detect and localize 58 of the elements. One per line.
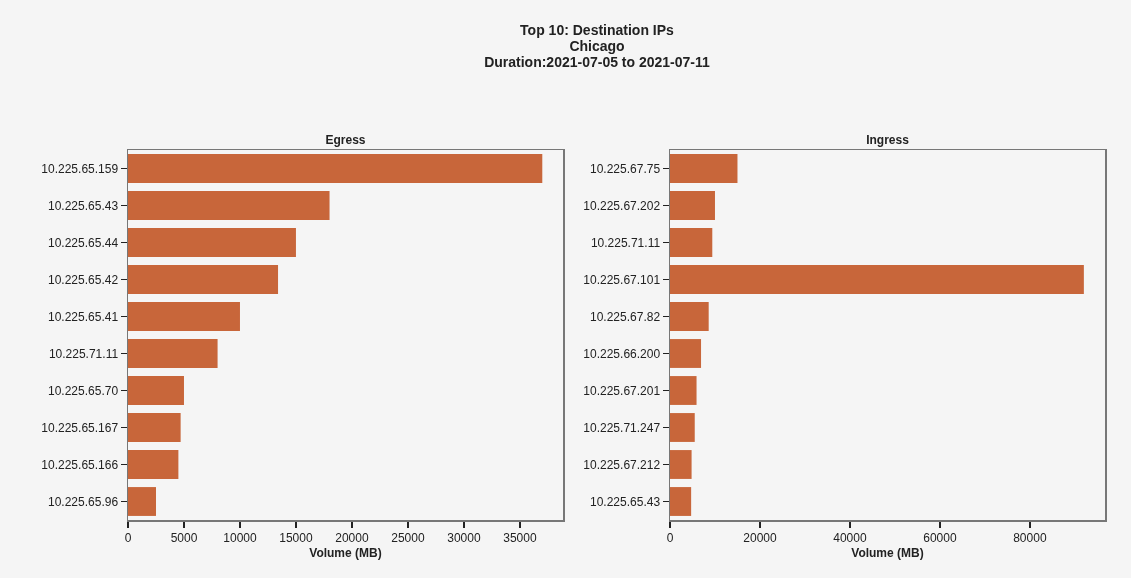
bar [670, 228, 713, 257]
y-tick-label: 10.225.67.101 [583, 272, 661, 287]
y-tick-label: 10.225.67.75 [590, 161, 661, 176]
bar [670, 154, 738, 183]
bar [670, 265, 1084, 294]
bar [128, 413, 181, 442]
x-tick-label: 35000 [503, 530, 537, 545]
y-tick-label: 10.225.65.159 [41, 161, 119, 176]
y-tick-label: 10.225.65.44 [48, 235, 119, 250]
chart-title: Ingress [866, 133, 910, 147]
bar [128, 191, 330, 220]
y-tick-label: 10.225.71.11 [48, 346, 119, 361]
x-tick-label: 60000 [923, 530, 957, 545]
bar [128, 487, 156, 516]
x-tick-label: 25000 [391, 530, 425, 545]
y-tick-label: 10.225.65.41 [48, 309, 119, 324]
y-tick-label: 10.225.65.96 [48, 494, 119, 509]
y-tick-label: 10.225.65.70 [48, 383, 119, 398]
x-axis-title: Volume (MB) [851, 545, 924, 560]
x-tick-label: 20000 [335, 530, 369, 545]
y-tick-label: 10.225.67.202 [583, 198, 661, 213]
x-tick-label: 15000 [279, 530, 313, 545]
bar [670, 487, 692, 516]
y-tick-label: 10.225.65.43 [590, 494, 661, 509]
x-tick-label: 30000 [447, 530, 481, 545]
y-tick-label: 10.225.71.11 [590, 235, 661, 250]
y-tick-label: 10.225.67.201 [583, 383, 661, 398]
y-tick-label: 10.225.65.43 [48, 198, 119, 213]
y-tick-label: 10.225.71.247 [583, 420, 661, 435]
x-tick-label: 40000 [833, 530, 867, 545]
y-tick-label: 10.225.67.212 [583, 457, 661, 472]
x-tick-label: 20000 [743, 530, 777, 545]
x-tick-label: 0 [124, 530, 132, 545]
y-tick-label: 10.225.66.200 [583, 346, 661, 361]
bar [128, 154, 543, 183]
bar [128, 339, 218, 368]
x-axis-title: Volume (MB) [309, 545, 382, 560]
bar [128, 265, 279, 294]
chart-title: Egress [325, 133, 366, 147]
bar [670, 413, 695, 442]
bar [128, 450, 179, 479]
y-tick-label: 10.225.67.82 [590, 309, 661, 324]
x-tick-label: 0 [666, 530, 674, 545]
bar [670, 339, 702, 368]
y-tick-label: 10.225.65.42 [48, 272, 119, 287]
bar [128, 302, 240, 331]
bar [128, 228, 296, 257]
x-tick-label: 5000 [170, 530, 198, 545]
text: Top 10: Destination IPs Chicago Duration:2021-07-05 to 2021-07-11 [483, 22, 711, 70]
bar [670, 450, 692, 479]
x-tick-label: 80000 [1013, 530, 1047, 545]
y-tick-label: 10.225.65.166 [41, 457, 119, 472]
bar [670, 302, 709, 331]
y-tick-label: 10.225.65.167 [41, 420, 119, 435]
bar [670, 376, 697, 405]
bar [670, 191, 715, 220]
x-tick-label: 10000 [223, 530, 257, 545]
bar [128, 376, 184, 405]
